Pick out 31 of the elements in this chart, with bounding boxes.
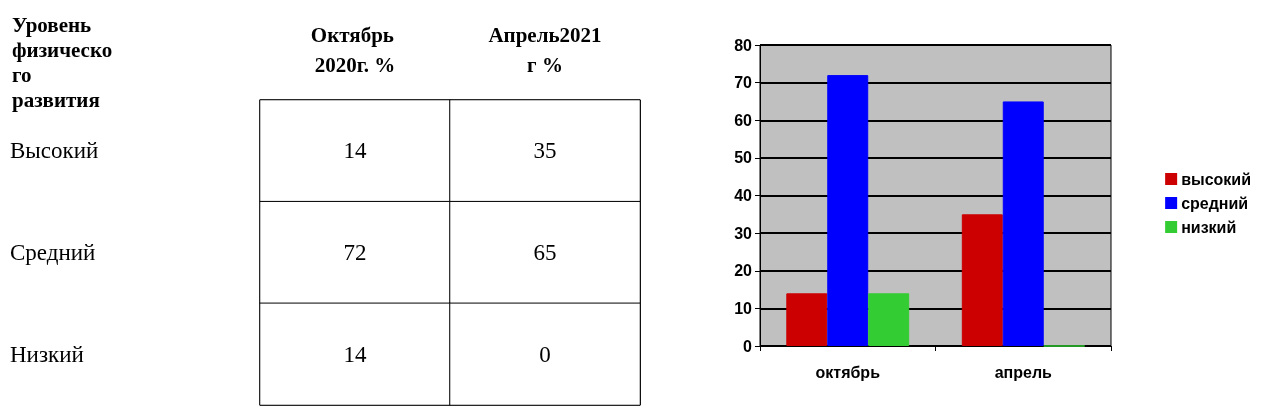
data-label: 0 [539, 341, 551, 367]
y-tick-label: Средний [10, 240, 96, 265]
y-axis-title: Уровень физического развития [12, 12, 113, 112]
y-tick-label: 20 [734, 262, 753, 280]
legend-label: средний [1181, 194, 1249, 212]
y-tick-label: 40 [734, 187, 753, 204]
data-label: 65 [533, 240, 557, 265]
bar [827, 75, 869, 346]
y-tick-label: 70 [734, 74, 753, 92]
y-tick-label: 0 [743, 337, 753, 355]
y-tick-label: 50 [734, 149, 753, 167]
bar [786, 293, 828, 346]
data-label: 14 [343, 138, 367, 164]
data-label: 14 [343, 341, 367, 367]
y-tick-label: 80 [734, 36, 753, 54]
y-tick-label: 30 [734, 224, 753, 242]
y-tick-label: 60 [734, 111, 753, 129]
legend-label: низкий [1181, 218, 1237, 236]
bar [868, 293, 910, 346]
y-tick-label: Высокий [10, 138, 99, 164]
bar [1002, 101, 1044, 346]
legend-label: высокий [1181, 170, 1252, 188]
y-tick-label: 10 [734, 299, 753, 317]
x-tick-label: октябрь [815, 363, 881, 381]
y-tick-label: Низкий [10, 341, 84, 367]
data-label: 35 [533, 138, 557, 164]
x-tick-label: Апрель2021г % [488, 23, 602, 77]
bar [961, 214, 1003, 346]
x-tick-label: апрель [994, 363, 1053, 381]
data-label: 72 [343, 240, 367, 265]
x-tick-label: Октябрь 2020г. % [310, 23, 400, 77]
